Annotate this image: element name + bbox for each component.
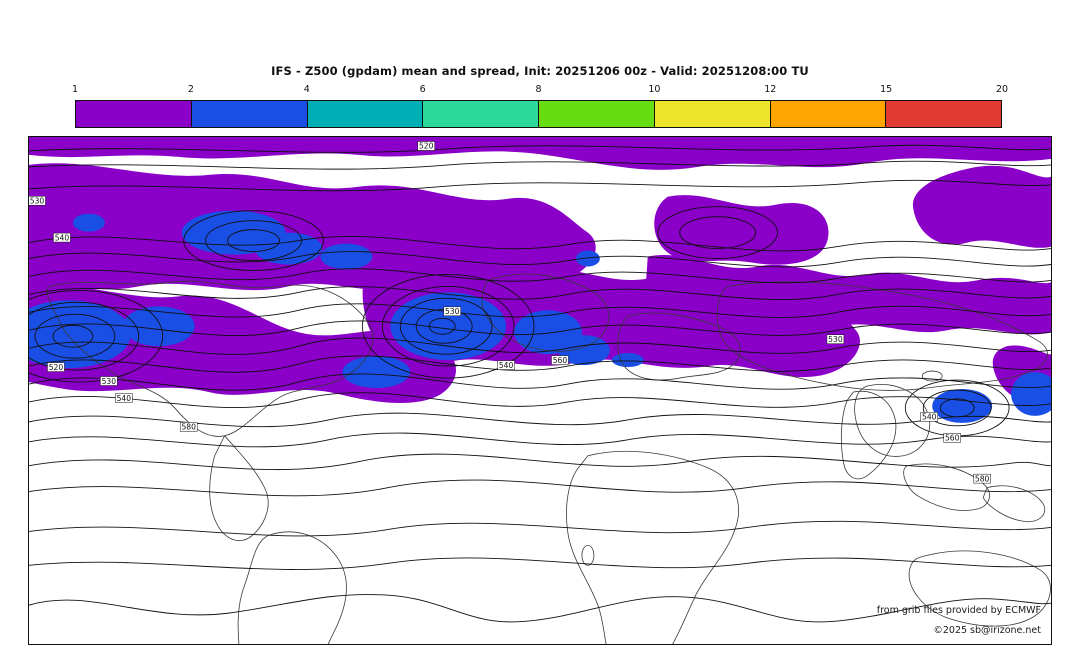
spread-area-blue xyxy=(557,335,610,366)
colorbar-segment-6-8 xyxy=(423,101,539,127)
colorbar-tick-2: 2 xyxy=(187,84,194,95)
svg-text:540: 540 xyxy=(117,394,132,403)
svg-text:530: 530 xyxy=(102,377,117,386)
svg-text:560: 560 xyxy=(553,356,568,365)
contour-label: 540 xyxy=(920,412,938,422)
spread-area-blue xyxy=(575,250,600,267)
contour-label-layer: 5205305405305205305405405605305405605805… xyxy=(29,141,991,483)
colorbar-tick-12: 12 xyxy=(764,84,777,95)
spread-area-blue xyxy=(932,389,993,423)
colorbar-tick-15: 15 xyxy=(880,84,893,95)
contour-label: 560 xyxy=(943,433,961,443)
spread-area-blue xyxy=(342,356,411,389)
spread-area-blue xyxy=(320,243,373,270)
colorbar-tick-labels: 1 2 4 6 8 10 12 15 20 xyxy=(71,84,1008,99)
svg-text:580: 580 xyxy=(181,423,196,432)
data-source-credit: from grib files provided by ECMWF xyxy=(876,605,1041,616)
contour-label: 540 xyxy=(497,360,515,370)
spread-area-blue xyxy=(122,306,195,347)
coastline-layer xyxy=(46,273,1051,644)
svg-text:520: 520 xyxy=(49,363,64,372)
spread-area-blue xyxy=(254,232,323,265)
colorbar-tick-1: 1 xyxy=(71,84,79,95)
map-panel: 520 530 540 530 520 530 540 540 560 530 540 560 580 5… xyxy=(28,136,1052,645)
svg-text:530: 530 xyxy=(30,197,45,206)
colorbar: 1 2 4 6 8 10 12 15 20 xyxy=(71,84,1008,130)
contour-label: 540 xyxy=(53,232,71,242)
svg-text:530: 530 xyxy=(445,307,460,316)
map-canvas: 5205305405305205305405405605305405605805… xyxy=(29,137,1051,644)
contour-label: 580 xyxy=(973,473,991,483)
contour-label: 530 xyxy=(29,196,46,206)
contour-label: 580 xyxy=(179,422,198,432)
contour-label: 530 xyxy=(443,306,461,316)
copyright-credit: ©2025 sb@irizone.net xyxy=(933,625,1041,636)
svg-text:560: 560 xyxy=(945,434,960,443)
contour-label: 530 xyxy=(826,334,845,344)
svg-text:540: 540 xyxy=(499,361,514,370)
spread-area-purple xyxy=(912,165,1051,248)
svg-text:530: 530 xyxy=(828,335,843,344)
page-title: IFS - Z500 (gpdam) mean and spread, Init… xyxy=(271,64,809,78)
colorbar-gradient xyxy=(75,100,1002,128)
contour-label: 530 xyxy=(100,376,118,386)
contour-label: 520 xyxy=(417,141,435,151)
colorbar-segment-8-10 xyxy=(539,101,655,127)
contour-label: 520 xyxy=(47,362,65,372)
contour-label: 560 xyxy=(551,355,569,365)
colorbar-segment-2-4 xyxy=(191,101,308,127)
spread-area-blue xyxy=(611,353,644,368)
spread-area-purple xyxy=(29,137,1051,170)
colorbar-tick-10: 10 xyxy=(648,84,661,95)
colorbar-segment-4-6 xyxy=(307,101,424,127)
spread-area-blue xyxy=(72,213,105,232)
colorbar-tick-4: 4 xyxy=(303,84,310,95)
svg-text:540: 540 xyxy=(55,233,70,242)
spread-area-purple xyxy=(654,195,829,265)
colorbar-segment-1-2 xyxy=(76,101,192,127)
spread-area-purple xyxy=(645,254,1051,335)
colorbar-tick-20: 20 xyxy=(995,84,1009,95)
svg-text:580: 580 xyxy=(975,474,990,483)
colorbar-segment-10-12 xyxy=(654,101,771,127)
contour-line-layer xyxy=(29,144,1051,623)
colorbar-segment-12-15 xyxy=(770,101,887,127)
contour-label: 540 xyxy=(115,393,133,403)
svg-text:520: 520 xyxy=(419,142,434,151)
colorbar-tick-6: 6 xyxy=(419,84,426,95)
svg-text:540: 540 xyxy=(922,413,937,422)
colorbar-tick-8: 8 xyxy=(535,84,542,95)
colorbar-segment-15-20 xyxy=(886,101,1001,127)
